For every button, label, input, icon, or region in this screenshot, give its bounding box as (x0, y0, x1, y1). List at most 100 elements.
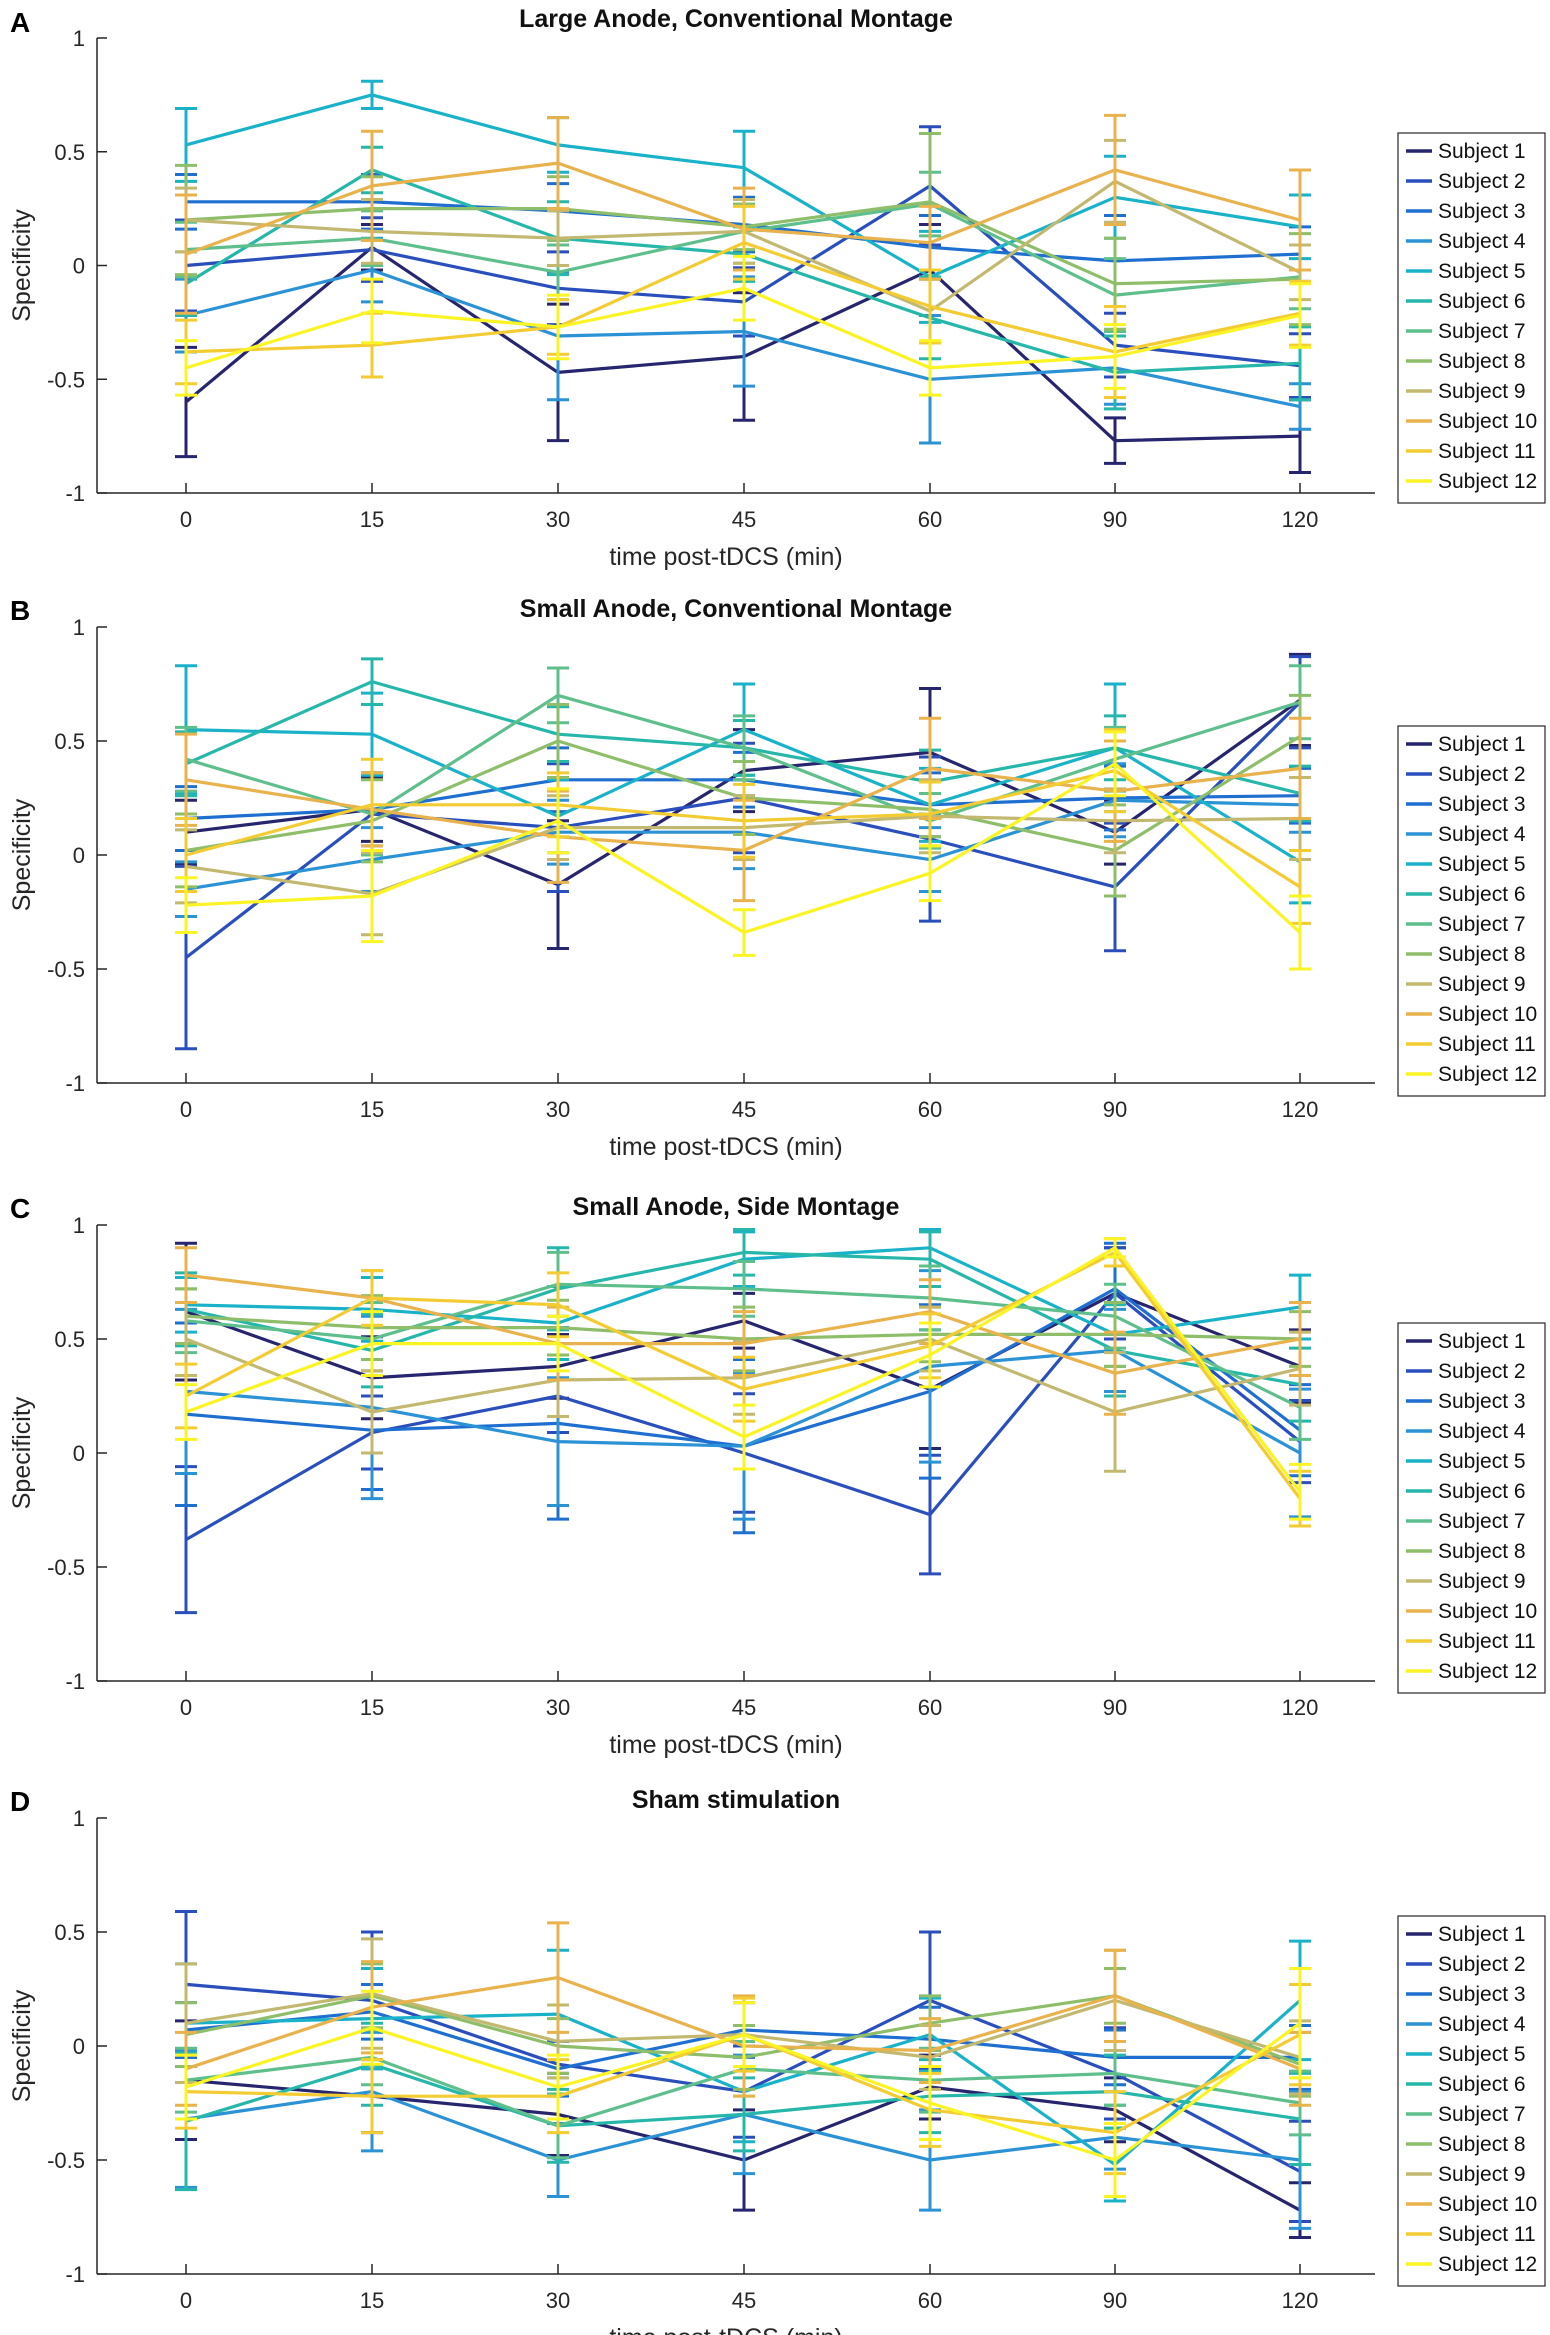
legend-entry-label: Subject 11 (1438, 2223, 1536, 2246)
y-tick-label: -1 (65, 1669, 85, 1694)
legend-entry-label: Subject 1 (1438, 1923, 1526, 1946)
legend-entry-label: Subject 2 (1438, 1360, 1526, 1383)
legend-entry-label: Subject 7 (1438, 1510, 1526, 1533)
y-tick-label: 1 (73, 1213, 85, 1238)
legend-entry-label: Subject 4 (1438, 1420, 1526, 1443)
series-group (175, 1228, 1311, 1615)
legend-entry-label: Subject 12 (1438, 1660, 1537, 1683)
panel-d: D Sham stimulation -1 -0.5 0 0.5 1 0 15 30 45 60 90 1… (8, 1786, 1546, 2335)
y-tick-label: 0 (73, 254, 85, 279)
x-tick-label: 60 (918, 2288, 942, 2313)
legend-entry-label: Subject 9 (1438, 2163, 1526, 2186)
y-axis-label: Specificity (8, 798, 36, 911)
legend-entry-label: Subject 6 (1438, 1480, 1526, 1503)
x-tick-label: 0 (180, 1695, 192, 1720)
series-group (175, 652, 1311, 1051)
x-tick-label: 60 (918, 507, 942, 532)
legend-entry-label: Subject 5 (1438, 853, 1526, 876)
panel-label: B (10, 595, 30, 626)
legend-box (1397, 132, 1546, 504)
y-tick-label: 0 (73, 2034, 85, 2059)
y-tick-label: -0.5 (47, 367, 85, 392)
legend-entry-label: Subject 5 (1438, 1450, 1526, 1473)
legend-entry-label: Subject 4 (1438, 823, 1526, 846)
legend-entry-label: Subject 10 (1438, 1600, 1537, 1623)
panel-label: A (10, 7, 30, 38)
x-tick-label: 120 (1282, 507, 1319, 532)
x-tick-label: 45 (732, 1097, 756, 1122)
y-tick-label: 0.5 (54, 140, 85, 165)
legend-entry-label: Subject 11 (1438, 1033, 1536, 1056)
legend-box (1397, 1322, 1546, 1694)
x-tick-label: 60 (918, 1097, 942, 1122)
legend-entry-label: Subject 12 (1438, 2253, 1537, 2276)
x-axis-label: time post-tDCS (min) (609, 1731, 842, 1759)
x-tick-label: 90 (1103, 2288, 1127, 2313)
y-tick-label: 0.5 (54, 1920, 85, 1945)
chart-title: Sham stimulation (632, 1786, 840, 1814)
x-tick-label: 120 (1282, 2288, 1319, 2313)
legend-entry-label: Subject 10 (1438, 410, 1537, 433)
legend-entry-label: Subject 10 (1438, 1003, 1537, 1026)
y-tick-label: 0 (73, 843, 85, 868)
y-tick-label: 1 (73, 26, 85, 51)
y-tick-label: -0.5 (47, 2148, 85, 2173)
legend-entry-label: Subject 1 (1438, 140, 1526, 163)
y-tick-label: -1 (65, 1071, 85, 1096)
legend-entry-label: Subject 5 (1438, 2043, 1526, 2066)
x-axis-label: time post-tDCS (min) (609, 1133, 842, 1161)
y-tick-label: 1 (73, 615, 85, 640)
x-tick-label: 60 (918, 1695, 942, 1720)
y-tick-label: 1 (73, 1806, 85, 1831)
x-tick-label: 90 (1103, 1097, 1127, 1122)
legend-entry-label: Subject 3 (1438, 1390, 1526, 1413)
legend: Subject 1 Subject 2 Subject 3 Subject 4 Subj… (1397, 132, 1546, 504)
legend-entry-label: Subject 3 (1438, 200, 1526, 223)
y-axis-label: Specificity (8, 1989, 36, 2102)
x-tick-label: 15 (360, 1695, 384, 1720)
legend-entry-label: Subject 2 (1438, 1953, 1526, 1976)
y-tick-label: -1 (65, 2262, 85, 2287)
y-tick-label: 0.5 (54, 729, 85, 754)
legend: Subject 1 Subject 2 Subject 3 Subject 4 Subj… (1397, 1915, 1546, 2287)
series-group (175, 1909, 1311, 2240)
y-tick-label: 0 (73, 1441, 85, 1466)
y-tick-label: 0.5 (54, 1327, 85, 1352)
x-tick-label: 30 (546, 2288, 570, 2313)
legend-entry-label: Subject 1 (1438, 1330, 1526, 1353)
panel-a: A Large Anode, Conventional Montage -1 -0.5… (8, 5, 1546, 571)
x-tick-label: 120 (1282, 1695, 1319, 1720)
legend-entry-label: Subject 3 (1438, 1983, 1526, 2006)
legend-entry-label: Subject 7 (1438, 913, 1526, 936)
legend-entry-label: Subject 10 (1438, 2193, 1537, 2216)
legend-entry-label: Subject 6 (1438, 2073, 1526, 2096)
y-tick-label: -1 (65, 481, 85, 506)
x-tick-label: 90 (1103, 507, 1127, 532)
y-tick-label: -0.5 (47, 957, 85, 982)
x-axis-label: time post-tDCS (min) (609, 2324, 842, 2335)
legend-entry-label: Subject 5 (1438, 260, 1526, 283)
series-group (175, 79, 1311, 475)
legend-entry-label: Subject 2 (1438, 763, 1526, 786)
x-tick-label: 30 (546, 1097, 570, 1122)
legend-entry-label: Subject 9 (1438, 973, 1526, 996)
legend-box (1397, 1915, 1546, 2287)
legend-entry-label: Subject 7 (1438, 2103, 1526, 2126)
x-tick-label: 45 (732, 2288, 756, 2313)
y-tick-label: -0.5 (47, 1555, 85, 1580)
legend-entry-label: Subject 11 (1438, 440, 1536, 463)
legend-entry-label: Subject 3 (1438, 793, 1526, 816)
x-tick-label: 45 (732, 507, 756, 532)
x-tick-label: 30 (546, 1695, 570, 1720)
legend-entry-label: Subject 8 (1438, 943, 1526, 966)
legend-entry-label: Subject 8 (1438, 350, 1526, 373)
series-subject-12 (175, 730, 1311, 971)
chart-title: Large Anode, Conventional Montage (519, 5, 953, 33)
legend-entry-label: Subject 11 (1438, 1630, 1536, 1653)
legend-entry-label: Subject 4 (1438, 230, 1526, 253)
chart-title: Small Anode, Side Montage (573, 1193, 900, 1221)
series-subject-12 (175, 1966, 1311, 2198)
x-tick-label: 15 (360, 2288, 384, 2313)
x-tick-label: 15 (360, 1097, 384, 1122)
